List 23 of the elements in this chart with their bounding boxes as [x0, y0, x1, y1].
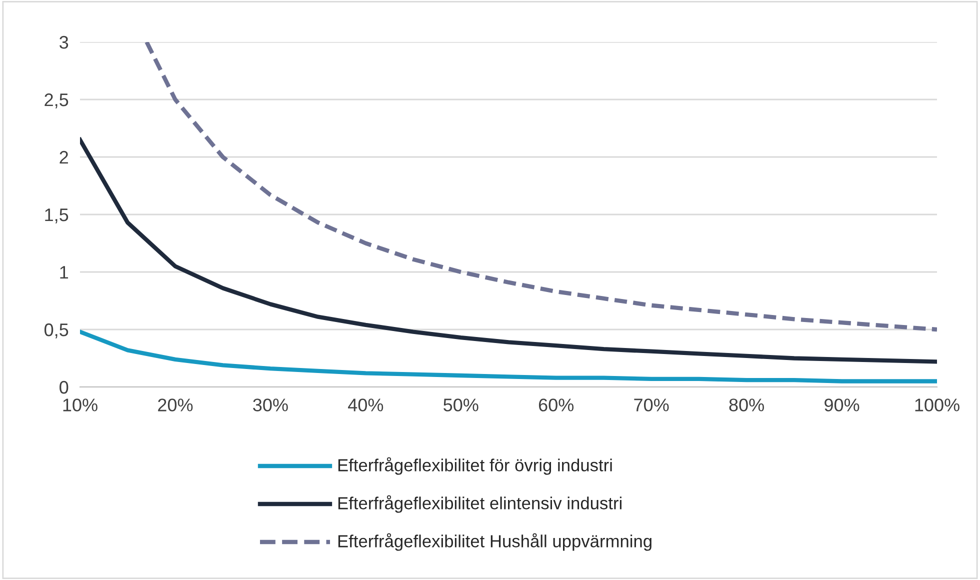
legend-label: Efterfrågeflexibilitet för övrig industri: [338, 457, 612, 475]
x-tick-label: 80%: [729, 398, 764, 412]
y-tick-label: 1: [60, 266, 68, 279]
y-tick-label: 2: [60, 150, 68, 164]
y-tick-label: 3: [60, 36, 68, 49]
x-tick-label: 50%: [444, 398, 478, 412]
x-tick-label: 10%: [63, 398, 98, 412]
x-tick-label: 100%: [915, 398, 960, 412]
line-series: [144, 42, 937, 332]
x-tick-label: 60%: [538, 398, 574, 412]
x-tick-label: 40%: [348, 398, 384, 412]
legend-label: Efterfrågeflexibilitet Hushåll uppvärmning: [338, 533, 652, 551]
x-tick-label: 30%: [253, 398, 288, 412]
line-series: [80, 138, 937, 364]
y-tick-label: 0: [60, 380, 68, 394]
x-tick-label: 20%: [158, 398, 193, 412]
y-tick-label: 0,5: [44, 323, 68, 338]
x-tick-label: 70%: [634, 398, 669, 412]
y-tick-label: 1,5: [45, 208, 68, 224]
y-tick-label: 2,5: [44, 93, 68, 108]
legend-label: Efterfrågeflexibilitet elintensiv industri: [338, 495, 622, 513]
line-series: [80, 330, 937, 384]
x-tick-label: 90%: [824, 398, 860, 412]
